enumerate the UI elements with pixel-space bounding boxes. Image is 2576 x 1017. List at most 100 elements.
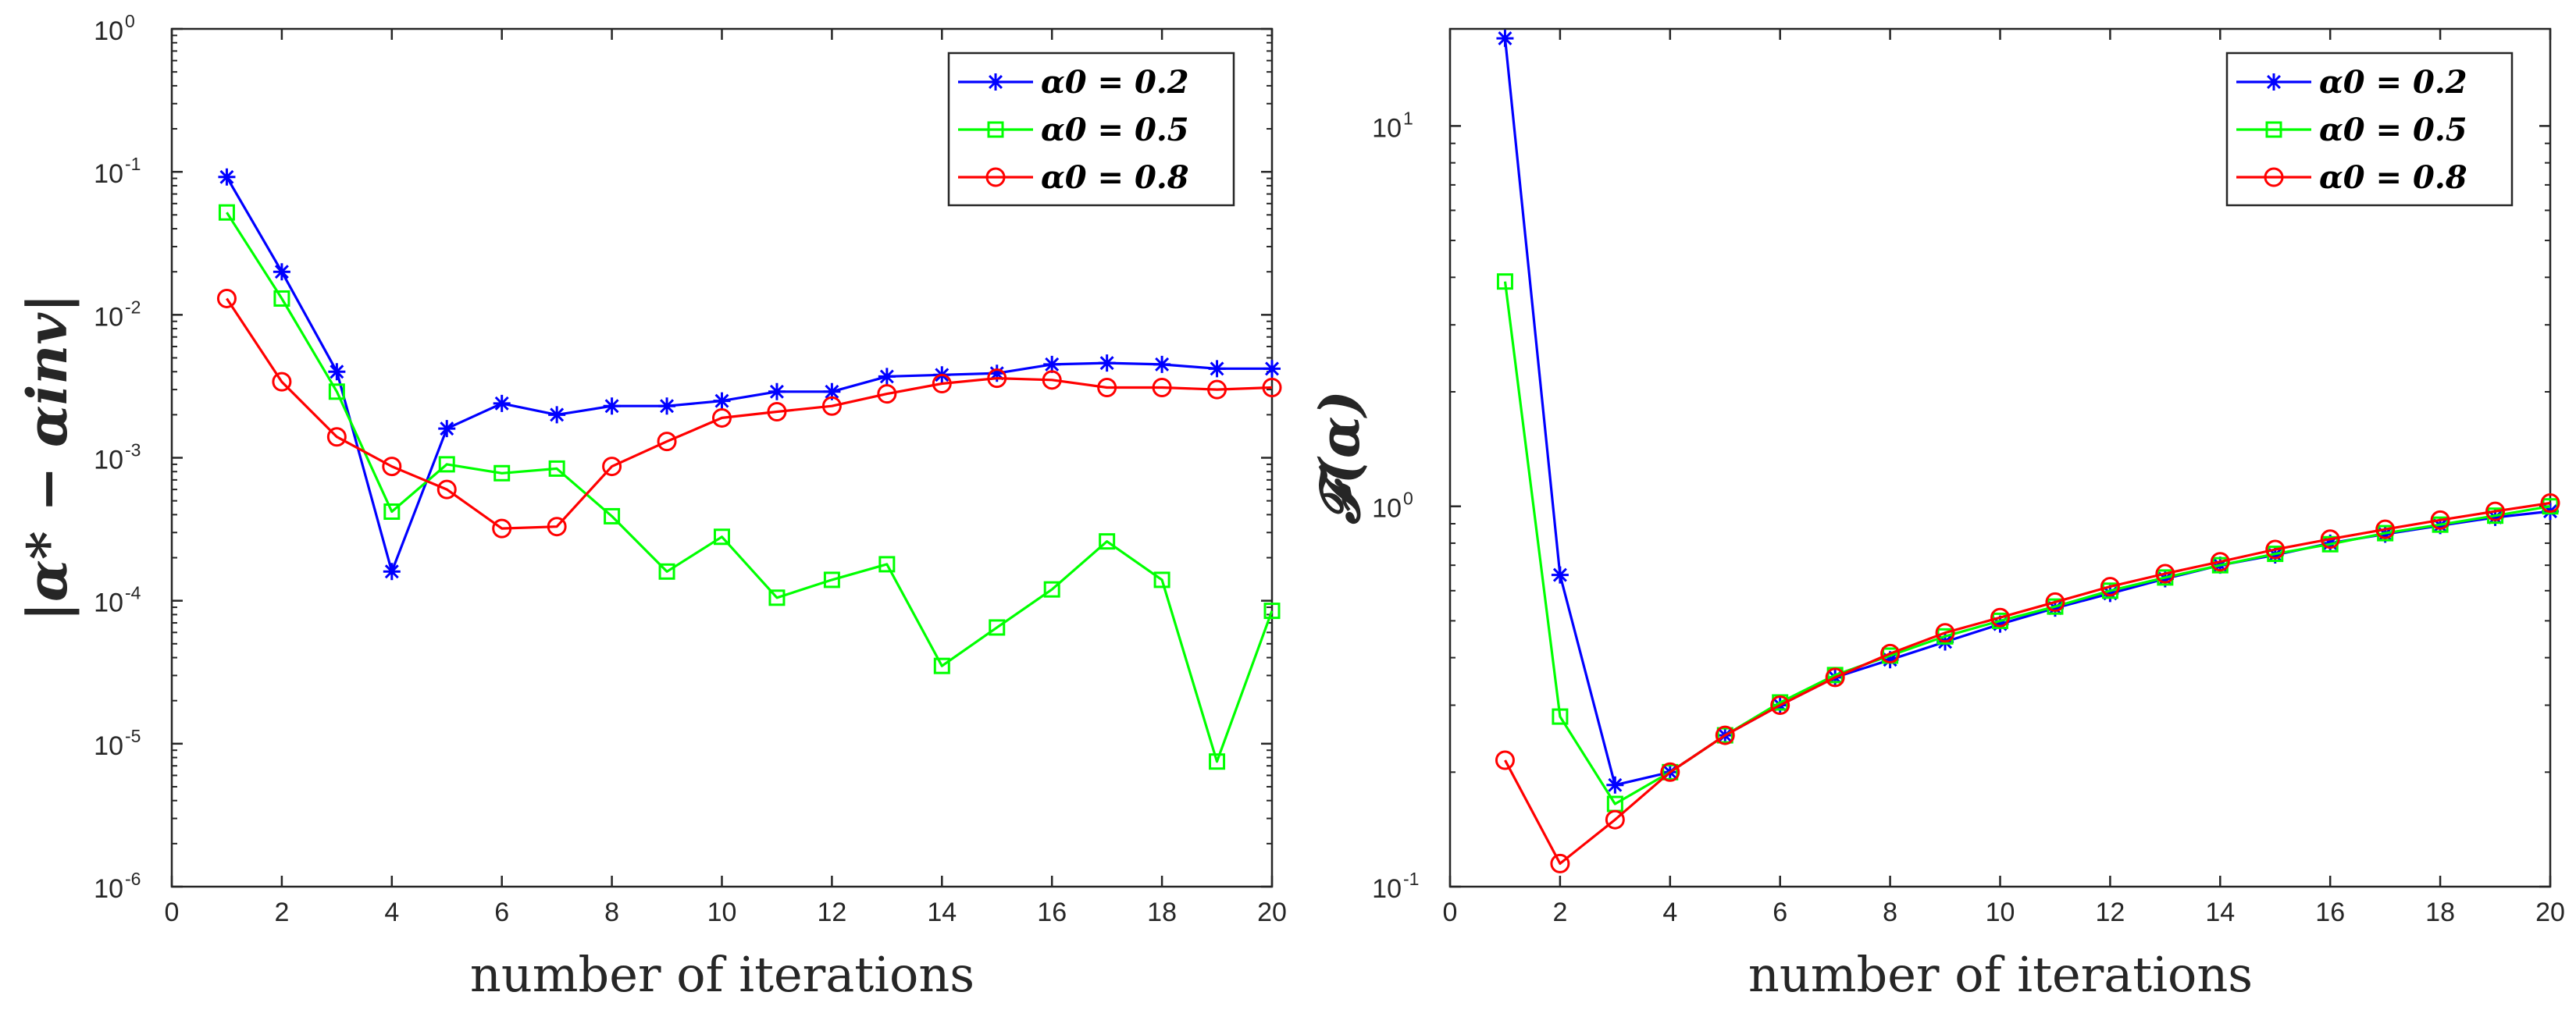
legend-marker <box>2264 167 2284 187</box>
data-point <box>328 383 345 400</box>
data-point <box>218 204 235 221</box>
x-tick-label: 4 <box>1662 898 1677 927</box>
data-point <box>1496 30 1514 48</box>
data-point <box>2100 577 2120 597</box>
y-tick-exponent: 0 <box>125 11 135 31</box>
series-layer <box>1495 30 2560 873</box>
data-point <box>1043 581 1060 598</box>
data-point <box>548 406 566 424</box>
data-point <box>436 479 457 500</box>
y-tick-exponent: -4 <box>125 583 141 603</box>
x-tick-label: 14 <box>927 898 957 927</box>
data-point <box>1770 695 1790 715</box>
y-tick-exponent: 0 <box>1403 489 1413 509</box>
data-point <box>493 394 511 412</box>
data-point <box>1043 355 1061 373</box>
y-tick-label: 10 <box>94 159 123 189</box>
data-point <box>547 517 567 537</box>
data-point <box>438 456 455 473</box>
data-point <box>1606 776 1624 794</box>
legend-marker <box>987 121 1004 138</box>
y-tick-label: 10 <box>94 16 123 46</box>
legend-label: α0 = 0.8 <box>1041 159 1189 196</box>
x-tick-label: 20 <box>1257 898 1287 927</box>
x-tick-label: 0 <box>165 898 180 927</box>
data-point <box>767 401 787 421</box>
y-axis-label: |α* − αinv| <box>15 293 80 622</box>
y-tick-label: 10 <box>94 446 123 475</box>
data-point <box>1042 370 1062 390</box>
data-point <box>1209 753 1226 770</box>
data-point <box>2430 510 2450 530</box>
data-point <box>768 382 786 400</box>
x-tick-label: 8 <box>604 898 619 927</box>
x-tick-label: 2 <box>1552 898 1567 927</box>
data-point <box>1715 725 1735 745</box>
data-point <box>1262 377 1282 397</box>
data-point <box>2540 493 2560 514</box>
legend: α0 = 0.2 α0 = 0.5 α0 = 0.8 <box>947 52 1235 207</box>
data-point <box>1099 533 1116 550</box>
data-point <box>1716 727 1733 744</box>
data-point <box>2045 592 2065 612</box>
data-point <box>218 168 236 186</box>
y-tick-label: 10 <box>1372 494 1402 524</box>
legend-label: α0 = 0.2 <box>2319 64 2467 101</box>
y-tick-label: 10 <box>94 302 123 332</box>
data-point <box>272 372 292 392</box>
x-tick-label: 12 <box>2095 898 2125 927</box>
x-tick-label: 8 <box>1883 898 1897 927</box>
y-tick-label: 10 <box>94 589 123 618</box>
data-point <box>604 507 621 525</box>
data-point <box>2046 599 2064 617</box>
data-point <box>1550 853 1570 873</box>
data-point <box>989 619 1006 636</box>
x-tick-label: 10 <box>707 898 737 927</box>
data-point <box>1660 762 1680 782</box>
data-point <box>1097 377 1117 397</box>
data-point <box>1990 607 2010 628</box>
x-tick-label: 2 <box>274 898 289 927</box>
data-point <box>438 420 456 438</box>
x-tick-label: 18 <box>2425 898 2455 927</box>
data-point <box>602 457 622 477</box>
x-tick-label: 16 <box>1037 898 1067 927</box>
x-axis-ticks: 0 2 4 6 8 10 12 14 16 18 20 <box>165 29 1287 927</box>
x-axis-label: number of iterations <box>1748 946 2253 1003</box>
legend-marker <box>2265 73 2282 91</box>
data-point <box>383 503 401 521</box>
series-line-1 <box>226 212 1274 763</box>
data-point <box>548 460 565 477</box>
x-tick-label: 0 <box>1443 898 1458 927</box>
data-point <box>823 571 840 589</box>
data-point <box>1495 750 1515 770</box>
data-point <box>658 397 676 415</box>
data-point <box>328 363 346 381</box>
data-point <box>493 464 511 482</box>
data-point <box>768 589 786 606</box>
series-layer <box>216 168 1282 770</box>
legend-marker <box>987 73 1004 91</box>
data-point <box>492 518 512 539</box>
data-point <box>988 364 1006 382</box>
data-point <box>2375 519 2396 539</box>
data-point <box>714 528 730 546</box>
data-point <box>603 397 621 415</box>
data-point <box>273 290 290 307</box>
data-point <box>2155 564 2175 584</box>
x-tick-label: 20 <box>2535 898 2565 927</box>
data-point <box>326 427 347 447</box>
data-point <box>1551 566 1569 584</box>
y-axis-label: 𝓕(α) <box>1307 390 1372 525</box>
data-point <box>2265 539 2286 560</box>
data-point <box>382 457 402 477</box>
x-tick-label: 10 <box>1986 898 2015 927</box>
data-point <box>932 374 952 394</box>
legend-marker <box>2265 121 2282 138</box>
y-tick-label: 10 <box>94 731 123 761</box>
legend-label: α0 = 0.8 <box>2319 159 2467 196</box>
data-point <box>823 382 841 400</box>
